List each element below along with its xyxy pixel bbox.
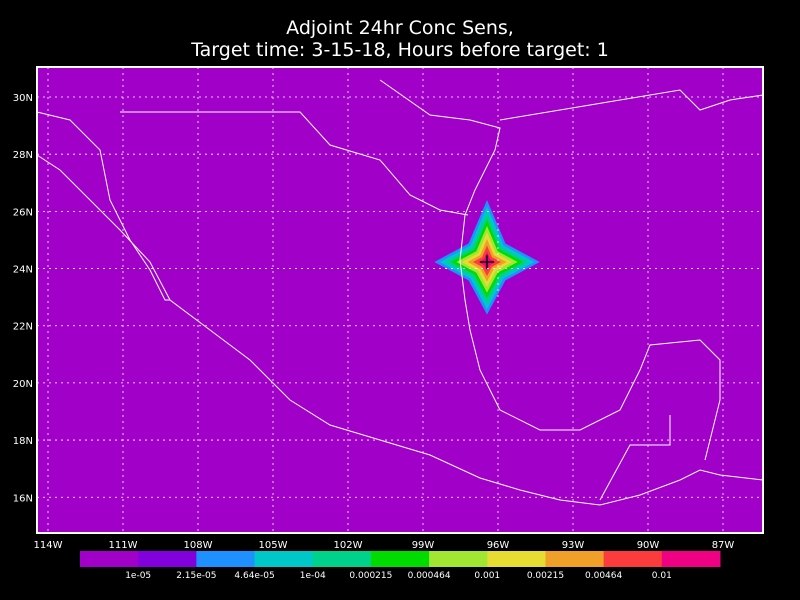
colorbar-box <box>603 551 663 567</box>
coastline <box>36 111 170 301</box>
colorbar-box <box>661 551 721 567</box>
lon-label: 108W <box>184 540 213 551</box>
colorbar-box <box>80 551 139 567</box>
title-line: Target time: 3-15-18, Hours before targe… <box>190 39 609 61</box>
lat-label: 28N <box>13 150 33 161</box>
lon-label: 111W <box>109 540 138 551</box>
colorbar-label: 1e-04 <box>300 571 326 581</box>
lat-label: 22N <box>13 322 33 333</box>
colorbar-label: 2.15e-05 <box>176 571 216 581</box>
lat-label: 24N <box>13 265 33 276</box>
coastline <box>499 89 764 121</box>
lon-label: 90W <box>637 540 660 551</box>
lat-label: 16N <box>13 493 33 504</box>
colorbar-box <box>138 551 197 567</box>
lon-label: 87W <box>712 540 735 551</box>
coastline <box>379 79 721 461</box>
map-area <box>37 67 763 533</box>
colorbar-label: 4.64e-05 <box>234 571 274 581</box>
title-line: Adjoint 24hr Conc Sens, <box>286 17 514 39</box>
colorbar-label: 0.01 <box>652 571 672 581</box>
colorbar-label: 0.00215 <box>527 571 564 581</box>
border <box>599 415 671 501</box>
colorbar-label: 0.00464 <box>585 571 622 581</box>
lon-label: 99W <box>412 540 435 551</box>
colorbar-box <box>370 551 430 567</box>
colorbar-box <box>196 551 256 567</box>
sensitivity-field <box>434 199 540 315</box>
colorbar-box <box>545 551 605 567</box>
colorbar-label: 0.000464 <box>408 571 451 581</box>
lat-label: 18N <box>13 436 33 447</box>
colorbar-label: 0.001 <box>474 571 500 581</box>
lon-label: 93W <box>562 540 585 551</box>
colorbar-box <box>487 551 546 567</box>
colorbar-label: 0.000215 <box>349 571 392 581</box>
border <box>120 111 469 216</box>
lat-label: 30N <box>13 93 33 104</box>
colorbar-box <box>312 551 372 567</box>
lat-label: 20N <box>13 379 33 390</box>
lat-label: 26N <box>13 207 33 218</box>
lon-label: 114W <box>34 540 63 551</box>
colorbar: 1e-05 2.15e-05 4.64e-05 1e-04 0.000215 0.0004… <box>80 551 721 581</box>
graticule <box>37 67 763 533</box>
map-frame <box>36 66 764 534</box>
colorbar-box <box>429 551 488 567</box>
lon-label: 105W <box>259 540 288 551</box>
colorbar-box <box>254 551 314 567</box>
lon-label: 96W <box>487 540 510 551</box>
colorbar-label: 1e-05 <box>125 571 151 581</box>
lon-label: 102W <box>334 540 363 551</box>
